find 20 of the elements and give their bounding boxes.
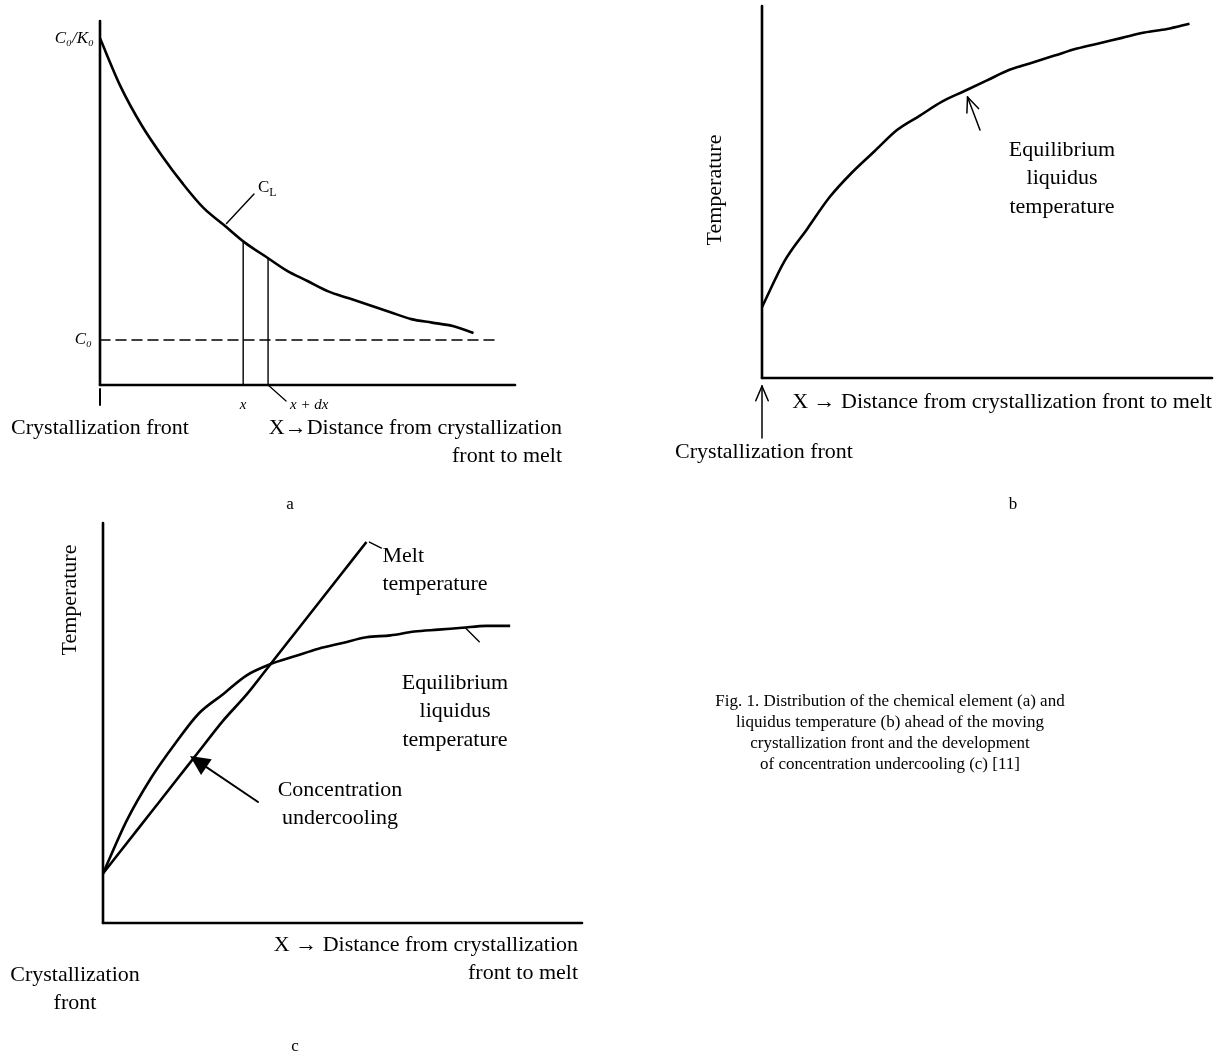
y-axis-title: Temperature (55, 544, 81, 656)
y-axis-title: Temperature (700, 134, 726, 246)
x-axis-title: X→Distance from crystallization front to melt (268, 413, 563, 468)
series-label: Equilibrium liquidus temperature (401, 668, 509, 751)
x-axis-title: X → Distance from crystallization front to melt (273, 930, 579, 985)
annotation: Concentration undercooling (277, 775, 403, 830)
legend-label: Melt temperature (382, 541, 488, 596)
text: Equilibrium liquidus temperature (1008, 135, 1116, 218)
text: Crystallization front (675, 437, 853, 463)
text: a (286, 494, 295, 514)
text: Crystallization front (11, 413, 189, 439)
text: C₀/K₀ (54, 27, 95, 47)
text: x (238, 395, 247, 412)
x-axis-title: X → Distance from crystallization front to melt (792, 387, 1212, 413)
caption: Fig. 1. Distribution of the chemical element (a) and liquidus temperature (b) ahead of the moving crystallization front and the development of concentration undercooling (c) [11] (714, 690, 1066, 774)
text: Crystallization front (10, 960, 140, 1015)
text: c (291, 1036, 300, 1056)
text: x + dx (289, 395, 329, 412)
ref-line-label: C₀ (74, 329, 93, 349)
text: b (1008, 494, 1018, 514)
